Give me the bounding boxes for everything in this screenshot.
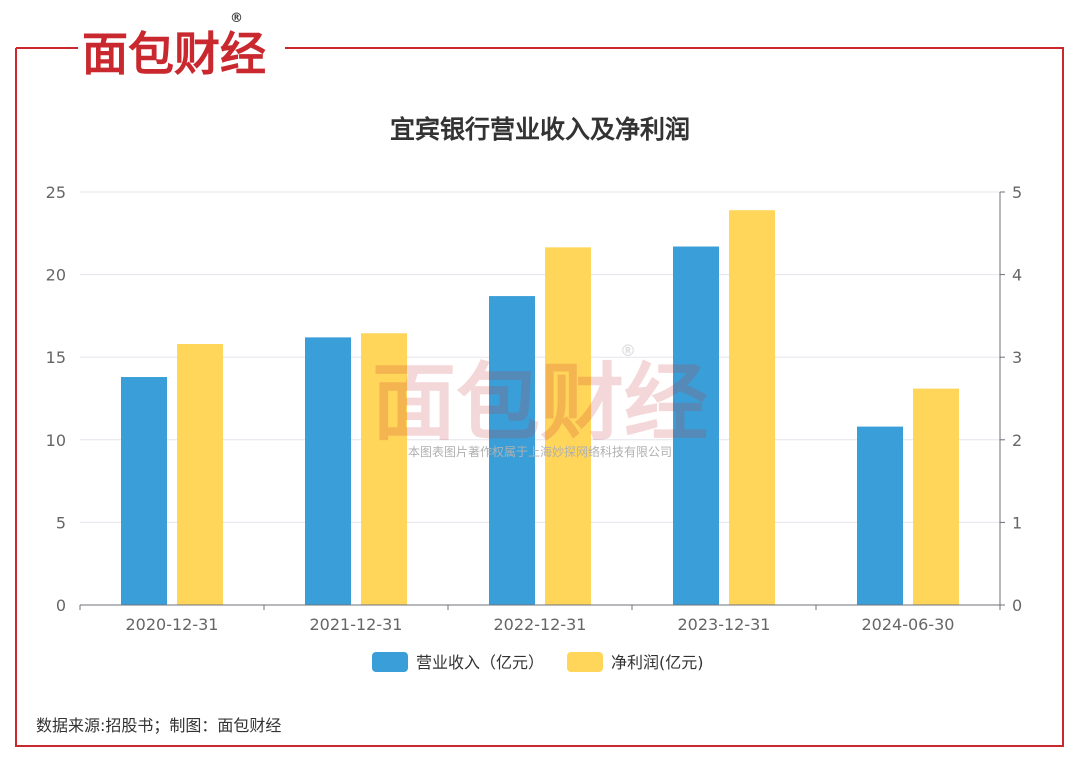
brand-registered-mark: ® [230, 11, 243, 26]
grid-lines [80, 191, 1000, 523]
x-tick-label: 2020-12-31 [126, 615, 219, 634]
legend-swatch-0 [372, 652, 408, 672]
right-tick-label: 1 [1012, 513, 1022, 532]
bar-profit-2023-12-31 [729, 210, 775, 605]
frame-border [15, 47, 1064, 747]
right-tick-label: 4 [1012, 266, 1022, 285]
legend-label-0: 营业收入（亿元） [416, 653, 544, 672]
bar-revenue-2024-06-30 [857, 426, 903, 605]
legend: 营业收入（亿元） 净利润(亿元) [372, 652, 704, 672]
x-tick-label: 2024-06-30 [862, 615, 955, 634]
x-axis: 2020-12-31 2021-12-31 2022-12-31 2023-12-31… [79, 604, 1001, 634]
watermark-registered-mark: ® [620, 341, 636, 360]
left-tick-label: 25 [46, 183, 66, 202]
left-tick-label: 5 [56, 513, 66, 532]
x-tick-label: 2023-12-31 [678, 615, 771, 634]
watermark: 面包财经 ® [372, 341, 708, 452]
x-tick-label: 2021-12-31 [310, 615, 403, 634]
bar-revenue-2022-12-31 [489, 296, 535, 605]
right-tick-label: 5 [1012, 183, 1022, 202]
source-note: 数据来源:招股书；制图：面包财经 [36, 716, 281, 735]
left-tick-label: 10 [46, 431, 66, 450]
chart-title: 宜宾银行营业收入及净利润 [390, 115, 690, 144]
right-axis: 0 1 2 3 4 5 [999, 183, 1022, 615]
left-tick-label: 15 [46, 348, 66, 367]
left-tick-label: 0 [56, 596, 66, 615]
bar-revenue-2020-12-31 [121, 377, 167, 605]
watermark-copyright-text: 本图表图片著作权属于上海妙探网络科技有限公司 [408, 444, 672, 459]
left-axis: 0 5 10 15 20 25 [46, 183, 66, 615]
right-tick-label: 0 [1012, 596, 1022, 615]
brand-logo-text: 面包财经 [82, 27, 266, 81]
x-tick-label: 2022-12-31 [494, 615, 587, 634]
bar-profit-2022-12-31 [545, 247, 591, 606]
legend-swatch-1 [567, 652, 603, 672]
right-tick-label: 2 [1012, 431, 1022, 450]
bar-profit-2024-06-30 [913, 388, 959, 605]
bar-profit-2021-12-31 [361, 333, 407, 605]
legend-label-1: 净利润(亿元) [611, 653, 704, 672]
brand-logo: 面包财经 ® [82, 11, 266, 81]
bar-revenue-2023-12-31 [673, 246, 719, 606]
left-tick-label: 20 [46, 266, 66, 285]
watermark-logo-text: 面包财经 [372, 354, 708, 452]
bar-revenue-2021-12-31 [305, 337, 351, 605]
bars [121, 210, 959, 606]
bar-profit-2020-12-31 [177, 343, 223, 605]
right-tick-label: 3 [1012, 348, 1022, 367]
